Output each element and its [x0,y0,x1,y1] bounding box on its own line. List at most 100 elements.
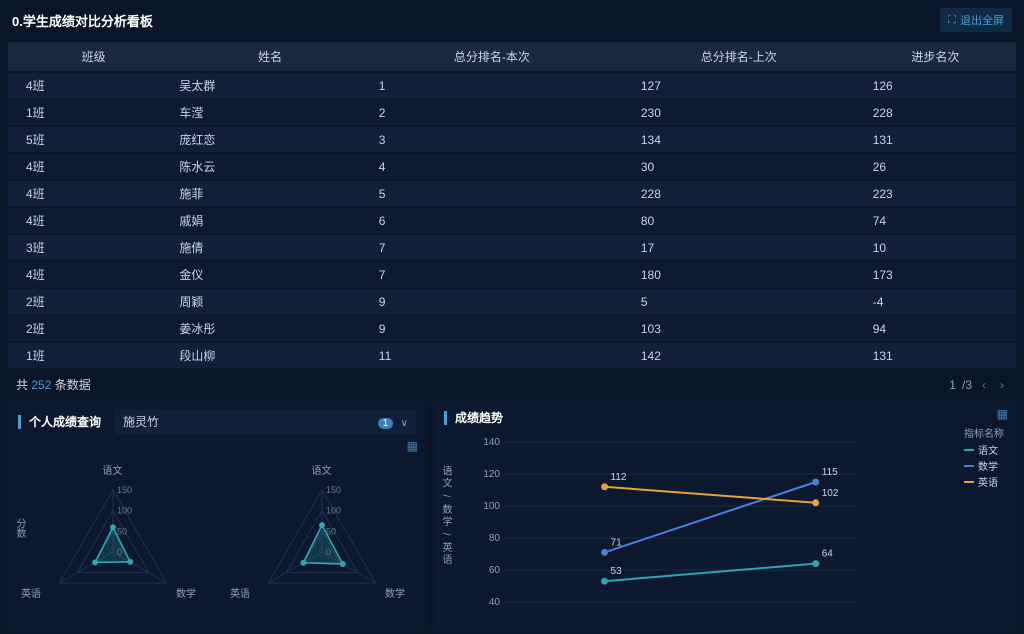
record-count: 共 252 条数据 [16,376,91,393]
table-cell: 4班 [8,73,179,98]
pager: 1 /3 ‹ › [949,378,1008,392]
table-cell: 131 [855,127,1016,152]
table-cell: 173 [855,262,1016,287]
col-header: 总分排名-本次 [361,42,623,71]
table-cell: 230 [623,100,855,125]
table-cell: 94 [855,316,1016,341]
col-header: 班级 [8,42,179,71]
table-cell: 段山柳 [179,343,360,368]
table-cell: 5 [623,289,855,314]
page-current: 1 [949,378,956,392]
table-cell: 1班 [8,343,179,368]
exit-fullscreen-button[interactable]: ⛶ 退出全屏 [940,8,1012,32]
svg-text:150: 150 [326,485,341,495]
svg-text:64: 64 [822,549,834,560]
table-cell: 4班 [8,262,179,287]
table-cell: 5班 [8,127,179,152]
table-cell: 142 [623,343,855,368]
table-row[interactable]: 4班金仪7180173 [8,262,1016,287]
svg-text:140: 140 [483,437,500,448]
table-row[interactable]: 2班姜冰彤910394 [8,316,1016,341]
table-row[interactable]: 2班周颖95-4 [8,289,1016,314]
panel-accent-bar [444,411,447,425]
exit-label: 退出全屏 [960,12,1004,28]
table-cell: 74 [855,208,1016,233]
table-cell: 11 [361,343,623,368]
table-cell: 施菲 [179,181,360,206]
svg-text:80: 80 [489,533,501,544]
collapse-icon: ⛶ [948,14,956,27]
table-row[interactable]: 4班吴太群1127126 [8,73,1016,98]
table-cell: 4 [361,154,623,179]
trend-panel-title: 成绩趋势 [455,409,503,426]
table-cell: 228 [855,100,1016,125]
table-cell: -4 [855,289,1016,314]
table-cell: 吴太群 [179,73,360,98]
table-cell: 126 [855,73,1016,98]
table-cell: 30 [623,154,855,179]
table-cell: 2班 [8,289,179,314]
table-cell: 5 [361,181,623,206]
table-cell: 228 [623,181,855,206]
table-cell: 134 [623,127,855,152]
col-header: 进步名次 [855,42,1016,71]
table-cell: 7 [361,235,623,260]
page-total: /3 [962,378,972,392]
table-row[interactable]: 4班施菲5228223 [8,181,1016,206]
table-cell: 4班 [8,208,179,233]
next-page-button[interactable]: › [996,378,1008,392]
student-select[interactable]: 施灵竹 1 ∨ [115,409,416,434]
ranking-table: 班级姓名总分排名-本次总分排名-上次进步名次 4班吴太群11271261班车滢2… [0,36,1024,370]
table-cell: 姜冰彤 [179,316,360,341]
svg-text:100: 100 [326,506,341,516]
table-cell: 金仪 [179,262,360,287]
table-cell: 戚娟 [179,208,360,233]
table-row[interactable]: 1班车滢2230228 [8,100,1016,125]
table-cell: 80 [623,208,855,233]
table-cell: 17 [623,235,855,260]
table-cell: 庞红恋 [179,127,360,152]
table-cell: 7 [361,262,623,287]
table-cell: 10 [855,235,1016,260]
table-cell: 1 [361,73,623,98]
table-row[interactable]: 1班段山柳11142131 [8,343,1016,368]
table-row[interactable]: 4班戚娟68074 [8,208,1016,233]
table-row[interactable]: 5班庞红恋3134131 [8,127,1016,152]
svg-text:100: 100 [117,506,132,516]
table-cell: 2班 [8,316,179,341]
table-cell: 陈水云 [179,154,360,179]
table-cell: 4班 [8,154,179,179]
svg-text:40: 40 [489,597,501,608]
table-row[interactable]: 4班陈水云43026 [8,154,1016,179]
query-panel-title: 个人成绩查询 [29,413,101,430]
panel-settings-icon[interactable]: ▦ [997,407,1008,421]
radar-chart-left: 050100150语文数学英语 [18,464,208,634]
svg-text:100: 100 [483,501,500,512]
table-cell: 3班 [8,235,179,260]
col-header: 总分排名-上次 [623,42,855,71]
page-title: 0.学生成绩对比分析看板 [12,11,153,30]
table-cell: 4班 [8,181,179,206]
svg-text:50: 50 [117,526,127,536]
table-row[interactable]: 3班施倩71710 [8,235,1016,260]
svg-text:71: 71 [611,537,623,548]
svg-text:150: 150 [117,485,132,495]
prev-page-button[interactable]: ‹ [978,378,990,392]
table-cell: 3 [361,127,623,152]
table-cell: 1班 [8,100,179,125]
trend-chart: 406080100120140536471115112102 [434,430,1016,620]
table-cell: 6 [361,208,623,233]
table-cell: 131 [855,343,1016,368]
panel-accent-bar [18,415,21,429]
table-cell: 223 [855,181,1016,206]
table-cell: 180 [623,262,855,287]
table-cell: 26 [855,154,1016,179]
table-cell: 周颖 [179,289,360,314]
table-cell: 127 [623,73,855,98]
svg-text:102: 102 [822,488,839,499]
chevron-down-icon: ∨ [401,418,408,429]
col-header: 姓名 [179,42,360,71]
table-cell: 9 [361,316,623,341]
student-select-badge: 1 [378,418,394,429]
svg-text:112: 112 [611,472,627,483]
